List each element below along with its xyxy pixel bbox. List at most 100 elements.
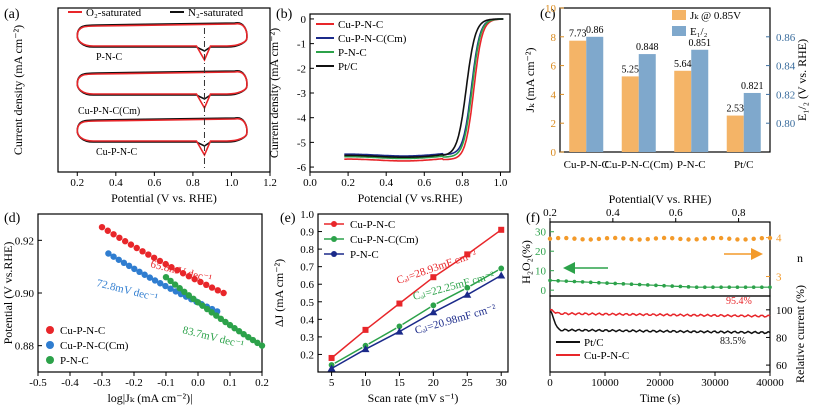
y2-axis-label-top: n [797, 251, 803, 265]
tafel-point-Cu-P-N-C [127, 241, 135, 248]
tafel-point-P-N-C [167, 277, 174, 285]
n-point [759, 235, 765, 241]
cv-curve [76, 22, 248, 62]
x-tick-label: 10000 [591, 377, 619, 389]
panel-d: (d) -0.5 -0.4 -0.3 -0.2 -0.1 0.0 0.1 0.2 0.88 0.90… [1, 211, 269, 405]
y-tick-label: 0.82 [776, 89, 795, 101]
tafel-point-Cu-P-N-C(Cm) [162, 282, 169, 290]
y-tick-label: 0.2 [300, 349, 314, 361]
n-point [645, 236, 650, 242]
h2o2-point [597, 280, 601, 285]
bar-label: 7.73 [569, 29, 587, 40]
cdl-point [395, 327, 404, 335]
lsv-curve-Pt/C [344, 18, 504, 158]
panel-f: (f) 0.2 0.4 0.6 0.8 Potential(V vs. RHE) 0 10 20… [519, 192, 807, 405]
y-tick-label: 80 [776, 332, 788, 344]
legend-label: Jₖ @ 0.85V [690, 10, 741, 22]
tafel-point-Cu-P-N-C(Cm) [167, 285, 174, 292]
y-tick-label: 2 [551, 118, 557, 130]
legend-label: Cu-P-N-C [338, 19, 383, 31]
y-tick-label: 0 [301, 14, 307, 26]
x-tick-label: 1.0 [494, 177, 508, 189]
y-tick-label: 0.5 [300, 297, 314, 309]
y-tick-label: 6 [551, 61, 557, 73]
n-point [686, 237, 691, 242]
x-tick-label: 30 [496, 377, 508, 389]
legend-marker [331, 221, 337, 227]
tafel-point-P-N-C [181, 288, 188, 296]
bar-label: 0.848 [636, 42, 659, 53]
n-point [735, 237, 740, 242]
x-tick-label: 0.1 [223, 377, 237, 389]
tafel-point-Cu-P-N-C(Cm) [125, 262, 133, 270]
legend-label: O₂-saturated [86, 7, 142, 19]
h2o2-point [735, 285, 740, 290]
legend-label: Cu-P-N-C(Cm) [60, 340, 129, 352]
h2o2-point [548, 278, 552, 283]
bar-jk [726, 115, 744, 152]
bar-label: 0.851 [689, 38, 712, 49]
tafel-point-P-N-C [258, 342, 266, 349]
n-point [547, 236, 553, 241]
n-point [596, 236, 602, 242]
n-point [580, 237, 585, 242]
y-tick-label: 0.92 [15, 235, 34, 247]
h2o2-line [549, 279, 770, 288]
lsv-curve-P-N-C [344, 18, 504, 160]
legend-swatch [672, 10, 686, 20]
cdl-line-P-N-C [331, 274, 502, 370]
y-tick-label: 4 [551, 89, 557, 101]
h2o2-point [654, 283, 658, 288]
tafel-point-P-N-C [222, 318, 229, 326]
tafel-point-Cu-P-N-C(Cm) [105, 250, 112, 257]
cdl-point [327, 364, 336, 372]
n-point [661, 235, 667, 241]
n-point [751, 236, 756, 242]
y-tick-label: 1.0 [300, 209, 314, 221]
bar-label: 0.821 [741, 81, 764, 92]
n-point [564, 235, 569, 241]
cdl-point [430, 274, 437, 281]
y-tick-label: 0.7 [300, 262, 314, 274]
tafel-point-Cu-P-N-C [139, 248, 146, 255]
tafel-point-Cu-P-N-C [121, 238, 129, 245]
legend-label: Cu-P-N-C(Cm) [338, 33, 407, 45]
curve-label: P-N-C [96, 52, 122, 63]
tafel-point-P-N-C [176, 285, 183, 292]
retention-label: 83.5% [720, 336, 746, 347]
x-tick-label: 0.8 [186, 177, 200, 189]
tafel-point-P-N-C [254, 339, 261, 347]
tafel-point-Cu-P-N-C [98, 223, 106, 231]
y-tick-label: 0.9 [300, 227, 314, 239]
n-point [588, 237, 593, 242]
cdl-point [362, 326, 369, 333]
tafel-point-P-N-C [208, 309, 215, 316]
x-tick-label: 0 [547, 377, 553, 389]
h2o2-point [605, 281, 609, 285]
cdl-point [361, 345, 370, 353]
tafel-point-Cu-P-N-C [179, 270, 187, 277]
stability-line-Cu-P-N-C [549, 308, 771, 318]
x-tick-label: 0.2 [70, 177, 84, 189]
y-tick-label: 20 [535, 246, 547, 258]
x-tick-label: 30000 [701, 377, 729, 389]
panel-label: (b) [276, 7, 293, 22]
legend-label: E₁/₂ [690, 26, 708, 38]
n-point [694, 237, 699, 242]
bar-label: 2.53 [727, 104, 745, 115]
tafel-point-P-N-C [235, 328, 243, 335]
legend-marker [331, 251, 337, 257]
n-point [637, 237, 642, 242]
bar-e12 [743, 92, 761, 152]
y-tick-label: 10 [545, 3, 557, 15]
tafel-point-Cu-P-N-C(Cm) [157, 280, 164, 287]
y-tick-label: 4 [776, 233, 782, 245]
y-tick-label: 0.6 [300, 279, 314, 291]
x-tick-label: 5 [329, 377, 335, 389]
y-tick-label: 0.84 [776, 61, 796, 73]
category-label: Cu-P-N-C(Cm) [605, 159, 674, 171]
n-point [678, 236, 683, 242]
cdl-point [497, 264, 505, 273]
cdl-point [396, 300, 403, 307]
